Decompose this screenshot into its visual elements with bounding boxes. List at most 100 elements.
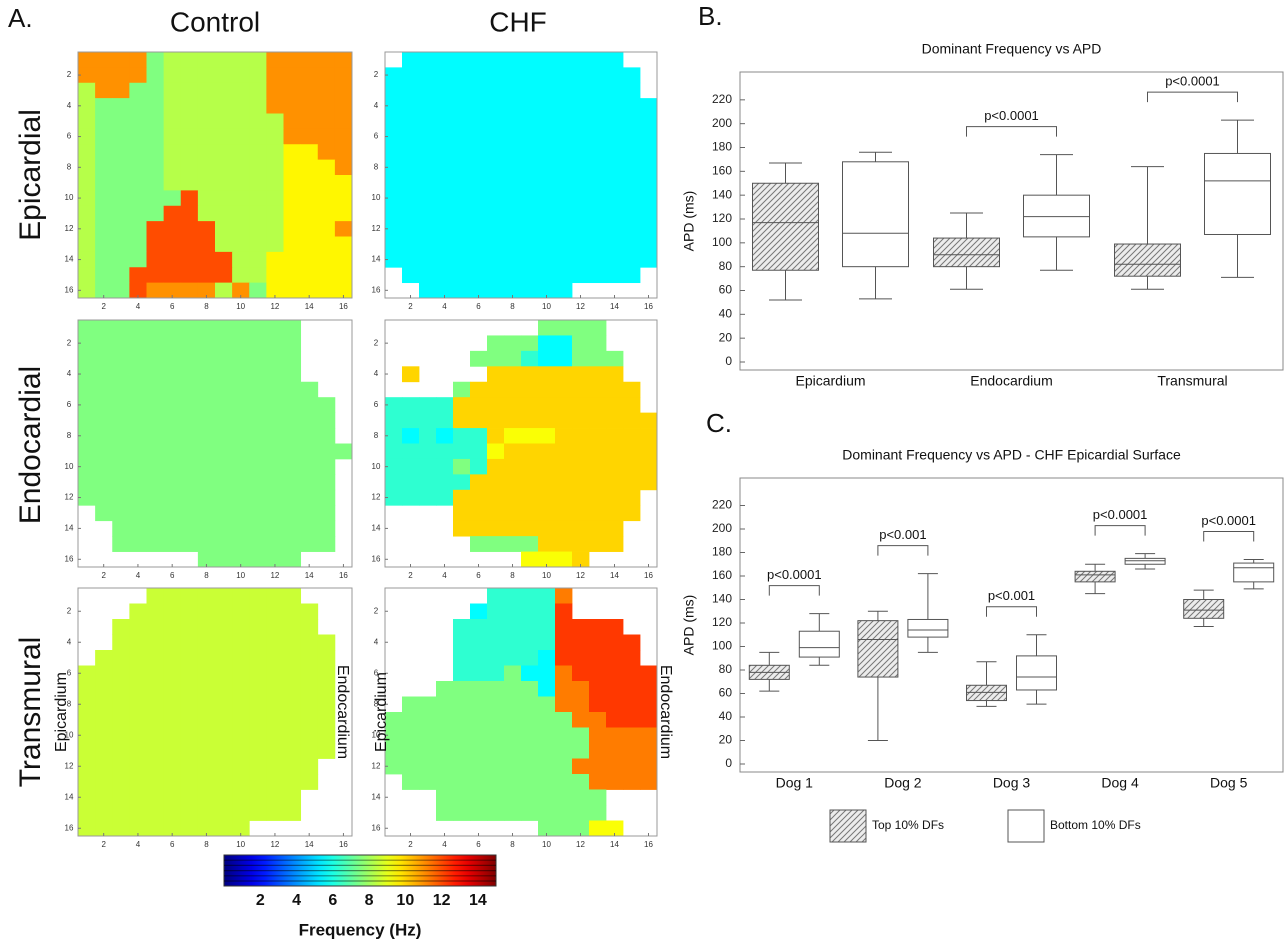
- heatmap-cell: [640, 236, 658, 253]
- heatmap-cell: [555, 381, 573, 398]
- heatmap-cell: [504, 634, 522, 651]
- heatmap-cell: [215, 381, 233, 398]
- heatmap-cell: [606, 712, 624, 728]
- heatmap-cell: [589, 251, 607, 268]
- heatmap-cell: [112, 190, 130, 207]
- heatmap-cell: [197, 366, 216, 383]
- heatmap-cell: [334, 205, 353, 222]
- heatmap-cell: [112, 221, 130, 237]
- heatmap-cell: [232, 381, 250, 398]
- heatmap-cell: [623, 489, 641, 506]
- heatmap-cell: [521, 205, 539, 222]
- heatmap-cell: [78, 190, 96, 207]
- heatmap-cell: [521, 443, 539, 460]
- heatmap-cell: [78, 743, 96, 759]
- heatmap-cell: [197, 428, 216, 444]
- heatmap-cell: [555, 727, 573, 744]
- y-tick-label: 220: [712, 498, 732, 512]
- heatmap-cell: [146, 397, 165, 414]
- y-tick-label: 100: [712, 639, 732, 653]
- heatmap-cell: [640, 190, 658, 207]
- heatmap-cell: [95, 428, 113, 444]
- x-tick-label: 2: [101, 571, 106, 580]
- heatmap-cell: [215, 190, 233, 207]
- heatmap-cell: [453, 144, 471, 161]
- heatmap-cell: [249, 221, 267, 237]
- heatmap-cell: [283, 236, 302, 253]
- heatmap-cell: [129, 144, 147, 161]
- heatmap-cell: [334, 98, 353, 114]
- heatmap-cell: [129, 789, 147, 806]
- heatmap-cell: [180, 350, 199, 367]
- heatmap-cell: [163, 251, 182, 268]
- heatmap-cell: [283, 82, 302, 99]
- heatmap-cell: [215, 267, 233, 284]
- heatmap-cell: [129, 681, 147, 697]
- heatmap-cell: [606, 727, 624, 744]
- heatmap-cell: [266, 458, 284, 475]
- heatmap-cell: [197, 520, 216, 537]
- heatmap-cell: [538, 236, 556, 253]
- heatmap-cell: [436, 397, 454, 414]
- y-tick-label: 0: [725, 354, 732, 368]
- heatmap-cell: [623, 505, 641, 522]
- heatmap-cell: [504, 98, 522, 114]
- heatmap-cell: [146, 412, 165, 429]
- heatmap-cell: [215, 412, 233, 429]
- heatmap-cell: [249, 551, 267, 568]
- heatmap-cell: [504, 774, 522, 790]
- heatmap-cell: [197, 727, 216, 744]
- heatmap-cell: [334, 267, 353, 284]
- heatmap-cell: [402, 128, 420, 145]
- heatmap-cell: [470, 397, 488, 414]
- heatmap-cell: [572, 113, 590, 130]
- heatmap-cell: [521, 221, 539, 237]
- heatmap-cell: [538, 458, 556, 475]
- heatmap-cell: [555, 251, 573, 268]
- heatmap-cell: [95, 758, 113, 775]
- heatmap-cell: [129, 113, 147, 130]
- heatmap-cell: [572, 505, 590, 522]
- heatmap-cell: [249, 144, 267, 161]
- heatmap-cell: [95, 350, 113, 367]
- heatmap-cell: [180, 774, 199, 790]
- y-tick-label: 8: [67, 699, 72, 708]
- heatmap-cell: [197, 82, 216, 99]
- heatmap-cell: [504, 603, 522, 620]
- heatmap-cell: [300, 458, 319, 475]
- heatmap-cell: [283, 681, 302, 697]
- heatmap-cell: [129, 743, 147, 759]
- heatmap-cell: [453, 712, 471, 728]
- heatmap-cell: [232, 128, 250, 145]
- significance-bracket: [877, 545, 929, 556]
- heatmap-cell: [436, 774, 454, 790]
- heatmap-cell: [470, 536, 488, 552]
- heatmap-cell: [249, 588, 267, 604]
- heatmap-cell: [300, 190, 319, 207]
- heatmap-cell: [95, 727, 113, 744]
- heatmap-cell: [334, 144, 353, 161]
- heatmap-cell: [640, 758, 658, 775]
- y-tick-label: 8: [374, 699, 379, 708]
- heatmap-cell: [146, 758, 165, 775]
- heatmap-cell: [163, 397, 182, 414]
- heatmap-cell: [538, 603, 556, 620]
- heatmap-cell: [521, 520, 539, 537]
- heatmap-cell: [589, 696, 607, 713]
- heatmap-cell: [521, 236, 539, 253]
- heatmap-cell: [538, 113, 556, 130]
- heatmap-cell: [232, 551, 250, 568]
- heatmap-cell: [266, 603, 284, 620]
- heatmap-cell: [266, 789, 284, 806]
- heatmap-cell: [589, 650, 607, 666]
- heatmap-cell: [606, 144, 624, 161]
- heatmap-cell: [300, 743, 319, 759]
- heatmap-cell: [453, 650, 471, 666]
- box: [1016, 655, 1057, 691]
- heatmap-cell: [283, 665, 302, 682]
- heatmap-cell: [436, 458, 454, 475]
- heatmap-cell: [146, 175, 165, 191]
- heatmap-cell: [266, 758, 284, 775]
- heatmap-cell: [572, 412, 590, 429]
